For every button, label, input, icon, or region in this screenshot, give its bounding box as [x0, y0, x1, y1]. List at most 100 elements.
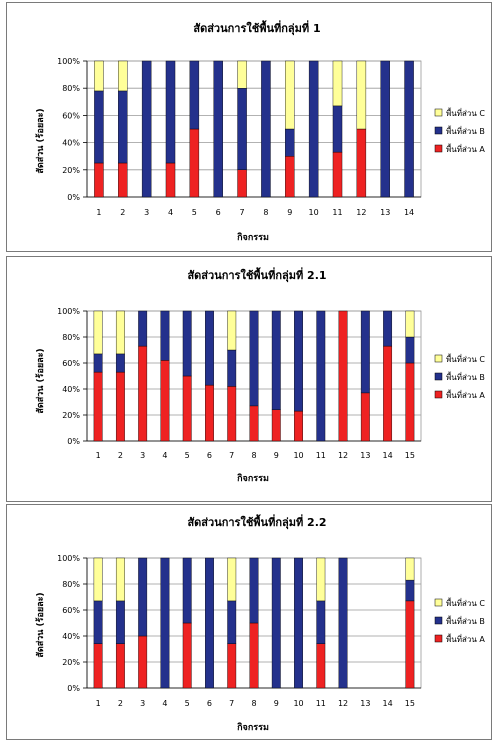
plot-area — [86, 60, 422, 198]
bar-segment-c-activity-7 — [227, 310, 237, 351]
bar-segment-b-activity-5 — [182, 557, 192, 624]
bar-segment-c-activity-2 — [115, 310, 125, 355]
x-tick-label: 8 — [251, 699, 256, 708]
legend: พื้นที่ส่วน C พื้นที่ส่วน B พื้นที่ส่วน A — [434, 597, 485, 644]
y-axis-title: สัดส่วน (ร้อยละ) — [35, 108, 46, 173]
y-tick-label: 0% — [67, 684, 80, 693]
x-axis-title: กิจกรรม — [237, 473, 269, 484]
legend-label: พื้นที่ส่วน B — [446, 615, 485, 626]
y-axis-title: สัดส่วน (ร้อยละ) — [35, 348, 46, 413]
bar-segment-a-activity-7 — [237, 169, 247, 198]
y-tick-label: 100% — [57, 57, 80, 66]
x-tick-label: 7 — [229, 451, 234, 460]
bar-segment-a-activity-4 — [165, 162, 176, 198]
x-tick-label: 13 — [380, 208, 390, 217]
bar-segment-c-activity-15 — [405, 310, 415, 338]
chart-3: สัดส่วนการใช้พื้นที่กลุ่มที่ 2.2 สัดส่วน… — [35, 514, 485, 733]
bar-segment-a-activity-8 — [249, 622, 259, 689]
x-tick-label: 4 — [162, 451, 167, 460]
bar-segment-a-activity-1 — [93, 643, 103, 689]
bar-segment-c-activity-12 — [356, 60, 367, 130]
bar-segment-b-activity-3 — [138, 310, 148, 347]
legend-swatch — [434, 616, 443, 625]
x-tick-label: 15 — [405, 699, 415, 708]
bar-segment-a-activity-4 — [160, 360, 170, 442]
x-tick-label: 6 — [207, 699, 212, 708]
bar-segment-c-activity-2 — [118, 60, 128, 92]
x-ticks: 1 2 3 4 5 6 7 8 9 10 11 12 13 14 15 — [96, 451, 415, 460]
bar-segment-a-activity-5 — [182, 622, 192, 689]
x-tick-label: 7 — [240, 208, 245, 217]
bar-segment-c-activity-11 — [332, 60, 343, 107]
x-tick-label: 2 — [118, 451, 123, 460]
bar-segment-a-activity-12 — [356, 128, 367, 198]
bar-segment-a-activity-2 — [118, 162, 128, 198]
legend-label: พื้นที่ส่วน A — [446, 143, 485, 154]
bar-segment-a-activity-3 — [138, 345, 148, 442]
bar-segment-b-activity-10 — [294, 310, 303, 412]
bar-segment-b-activity-15 — [405, 579, 415, 602]
x-tick-label: 2 — [120, 208, 125, 217]
legend-swatch — [434, 108, 443, 117]
bar-segment-b-activity-8 — [249, 310, 259, 407]
x-tick-label: 6 — [216, 208, 221, 217]
chart-1: สัดส่วนการใช้พื้นที่กลุ่มที่ 1 สัดส่วน (… — [35, 20, 485, 243]
bar-segment-b-activity-4 — [160, 310, 170, 361]
legend-swatch — [434, 372, 443, 381]
chart-title: สัดส่วนการใช้พื้นที่กลุ่มที่ 2.2 — [187, 514, 326, 530]
bar-segment-b-activity-12 — [338, 557, 348, 689]
bar-segment-b-activity-5 — [182, 310, 192, 377]
x-tick-label: 9 — [274, 451, 279, 460]
bar-segment-c-activity-1 — [94, 60, 104, 92]
bar-segment-b-activity-4 — [165, 60, 176, 164]
bar-segment-b-activity-1 — [93, 353, 103, 373]
bar-segment-c-activity-2 — [115, 557, 125, 602]
y-tick-label: 20% — [62, 411, 80, 420]
bar-segment-b-activity-6 — [205, 310, 214, 386]
bar-segment-a-activity-11 — [316, 643, 326, 689]
y-tick-label: 40% — [62, 139, 80, 148]
bar-segment-b-activity-2 — [118, 90, 128, 164]
x-tick-label: 2 — [118, 699, 123, 708]
bar-segment-a-activity-1 — [94, 162, 104, 198]
x-tick-label: 10 — [293, 699, 303, 708]
gridlines — [86, 60, 422, 198]
bars — [94, 60, 414, 198]
bar-segment-a-activity-2 — [115, 643, 125, 689]
bar-segment-a-activity-14 — [383, 345, 393, 442]
bar-segment-c-activity-1 — [93, 557, 103, 602]
x-tick-label: 12 — [356, 208, 366, 217]
y-tick-label: 100% — [57, 307, 80, 316]
bar-segment-a-activity-7 — [227, 643, 237, 689]
x-tick-label: 5 — [192, 208, 197, 217]
x-ticks: 1 2 3 4 5 6 7 8 9 10 11 12 13 14 15 — [96, 699, 415, 708]
bar-segment-b-activity-3 — [138, 557, 148, 637]
bar-segment-a-activity-6 — [205, 384, 214, 442]
bar-segment-b-activity-2 — [115, 600, 125, 645]
legend-label: พื้นที่ส่วน B — [446, 371, 485, 382]
bar-segment-a-activity-2 — [115, 371, 125, 442]
bar-segment-a-activity-13 — [360, 392, 370, 442]
bar-segment-b-activity-11 — [332, 105, 343, 153]
y-tick-label: 0% — [67, 437, 80, 446]
bar-segment-a-activity-3 — [138, 635, 148, 689]
x-tick-label: 10 — [309, 208, 319, 217]
bar-segment-b-activity-3 — [141, 60, 152, 198]
chart-panel-group-1: สัดส่วนการใช้พื้นที่กลุ่มที่ 1 สัดส่วน (… — [6, 2, 492, 252]
x-tick-label: 1 — [96, 208, 101, 217]
x-axis-title: กิจกรรม — [237, 232, 269, 243]
bar-segment-c-activity-7 — [237, 60, 247, 89]
x-tick-label: 4 — [162, 699, 167, 708]
bars — [93, 310, 415, 442]
legend-swatch — [434, 598, 443, 607]
x-tick-label: 5 — [185, 699, 190, 708]
y-tick-label: 20% — [62, 658, 80, 667]
bar-segment-a-activity-10 — [294, 410, 303, 442]
legend-swatch — [434, 354, 443, 363]
y-tick-label: 60% — [62, 111, 80, 120]
bar-segment-b-activity-7 — [237, 87, 247, 170]
bar-segment-a-activity-5 — [182, 375, 192, 442]
y-tick-label: 60% — [62, 606, 80, 615]
x-tick-label: 14 — [383, 451, 393, 460]
legend-swatch — [434, 634, 443, 643]
